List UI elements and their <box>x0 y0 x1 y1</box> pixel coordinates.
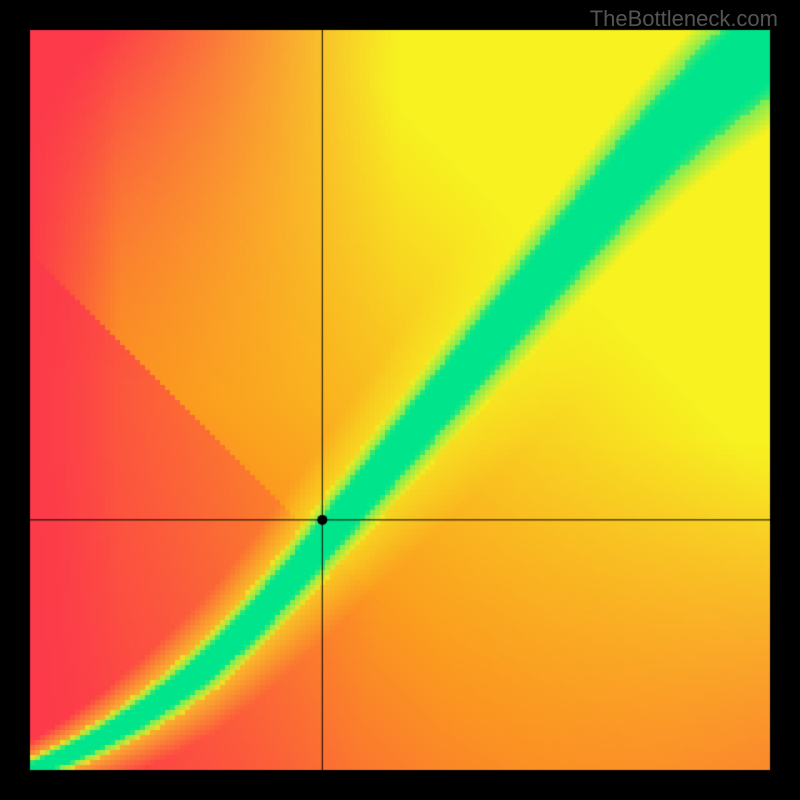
heatmap-canvas <box>0 0 800 800</box>
chart-container: TheBottleneck.com <box>0 0 800 800</box>
watermark-text: TheBottleneck.com <box>590 6 778 32</box>
